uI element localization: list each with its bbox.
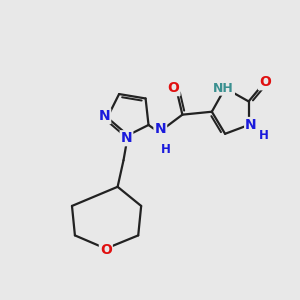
Text: H: H — [258, 129, 268, 142]
Text: O: O — [168, 81, 179, 95]
Text: H: H — [161, 143, 171, 157]
Text: N: N — [245, 118, 257, 132]
Text: NH: NH — [213, 82, 234, 95]
Text: N: N — [98, 109, 110, 123]
Text: N: N — [154, 122, 166, 136]
Text: O: O — [259, 75, 271, 89]
Text: O: O — [100, 243, 112, 257]
Text: N: N — [121, 131, 132, 145]
